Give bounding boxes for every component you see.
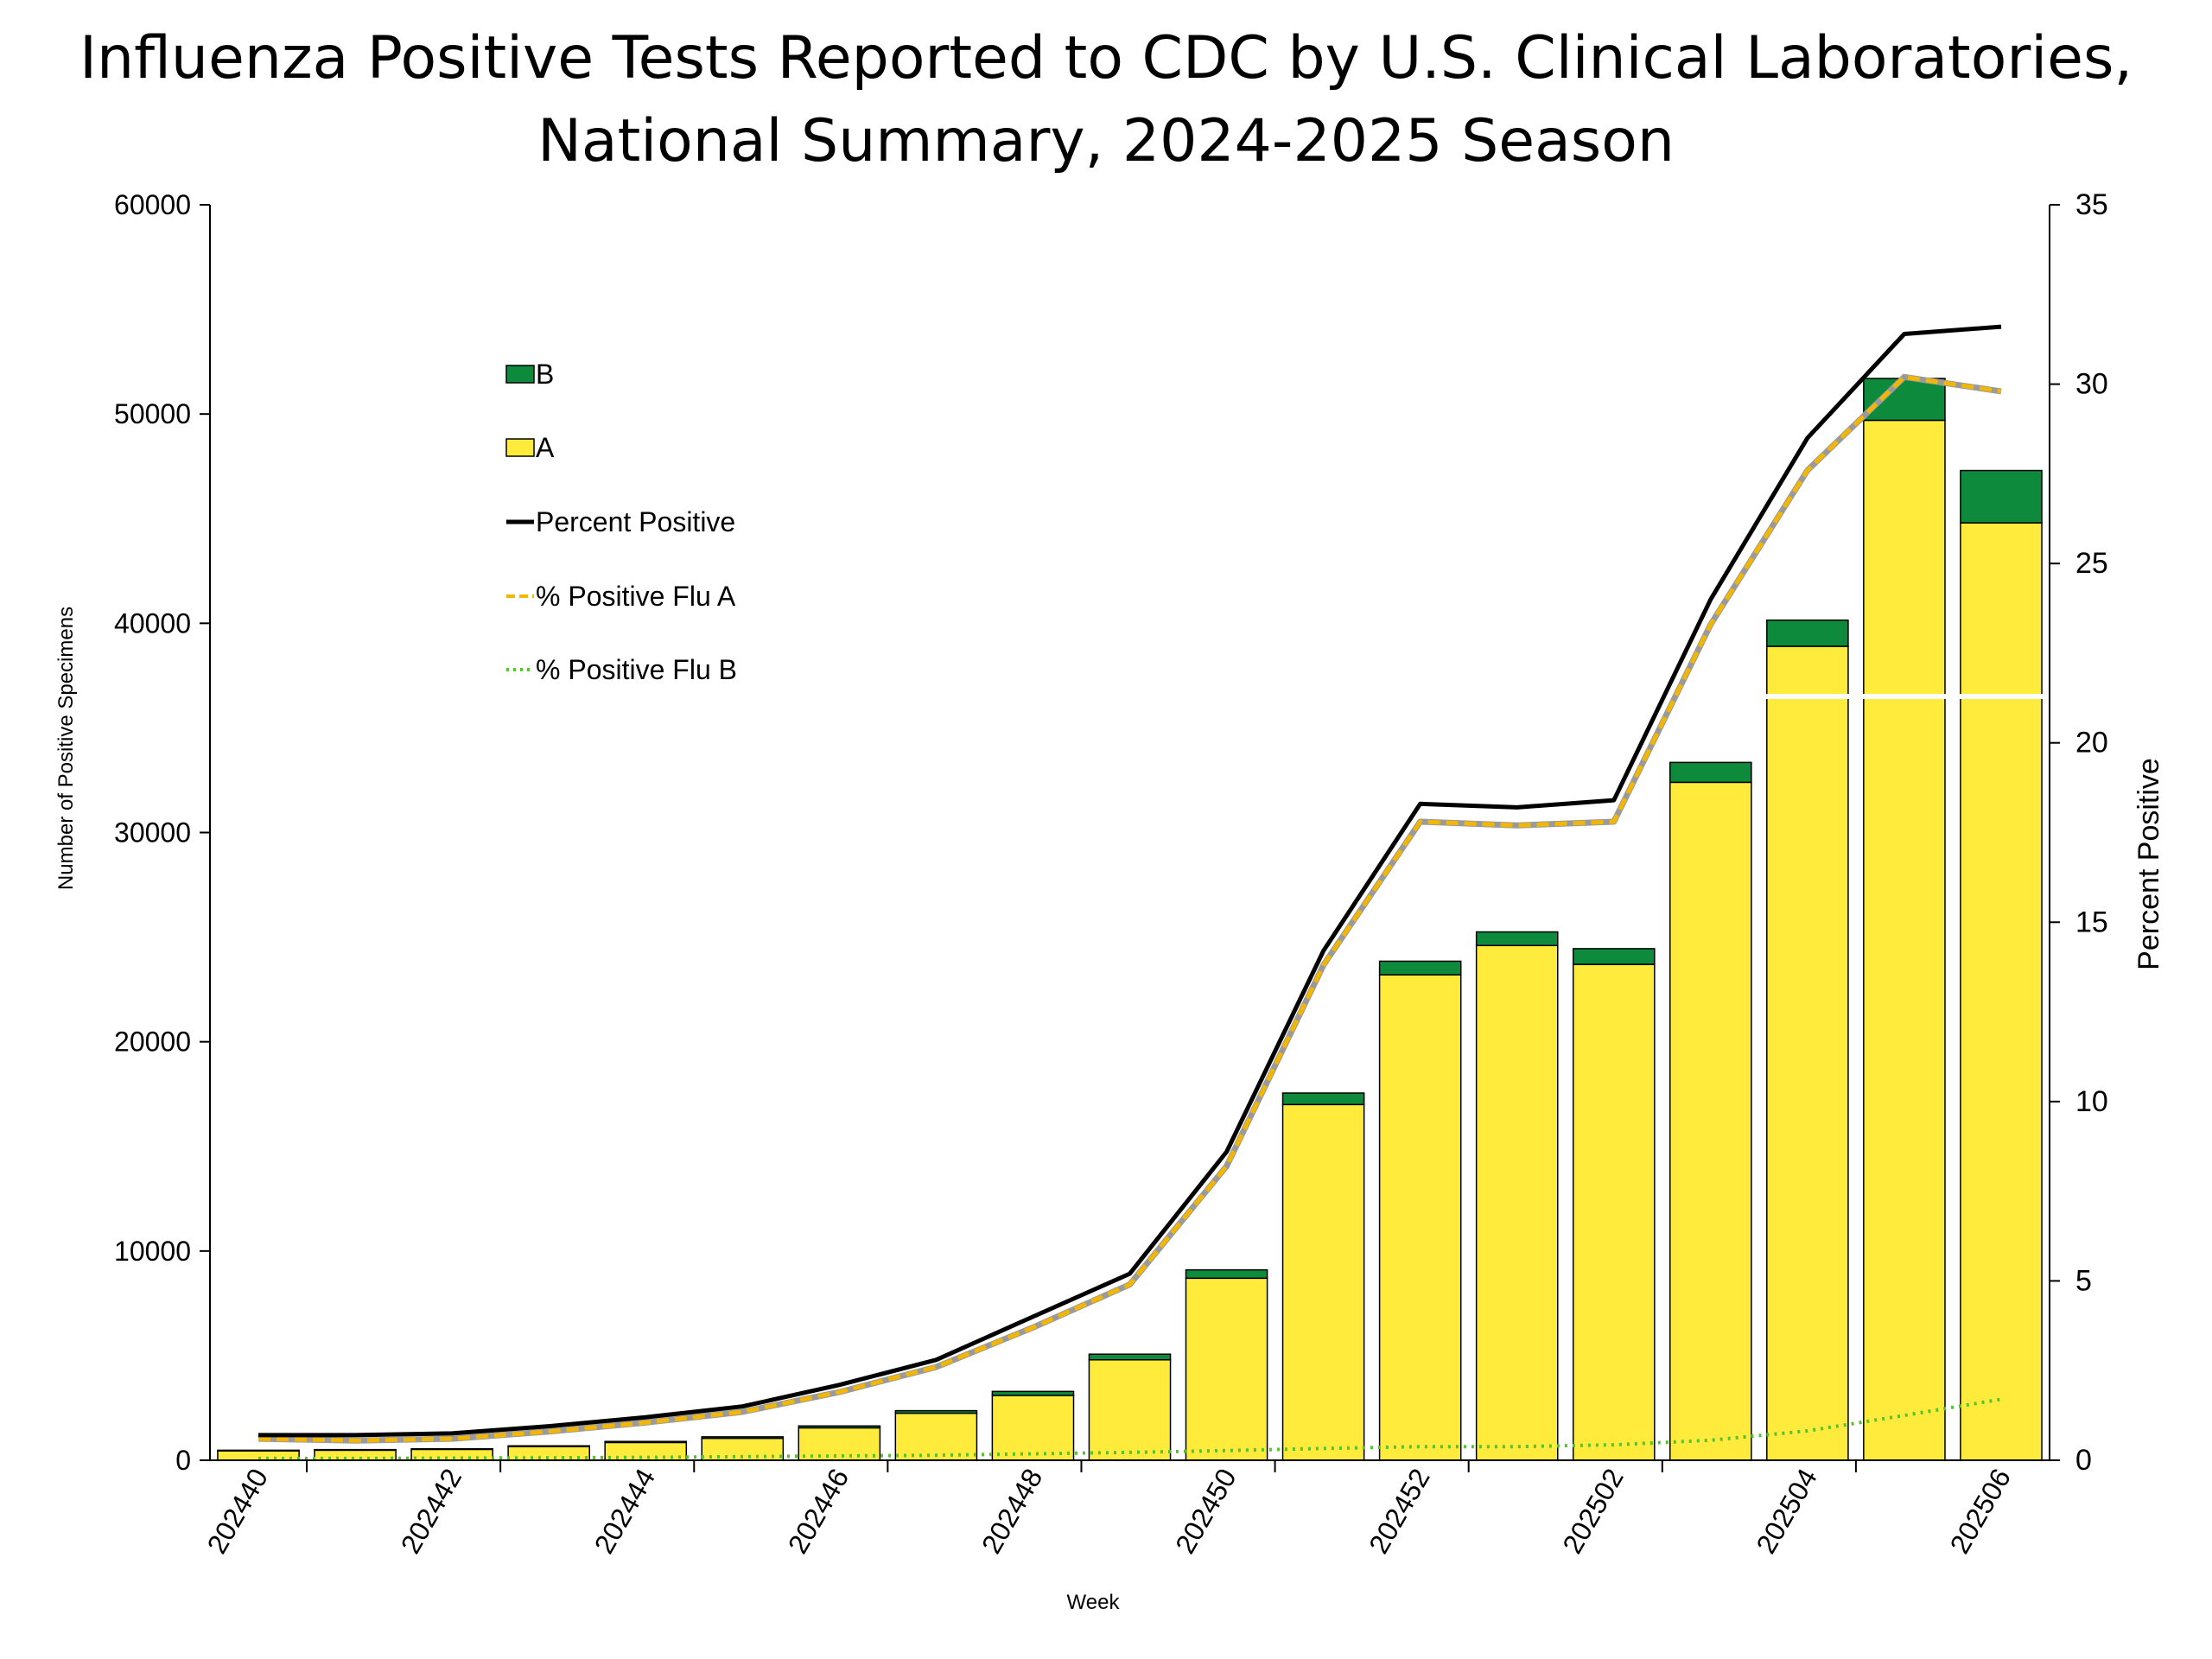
y-right-tick-label-30: 30 — [2075, 368, 2108, 401]
legend: B A Percent Positive % Positive Flu A % … — [505, 359, 737, 685]
line-positive-flu-a — [257, 374, 2002, 1443]
y-left-tick-label-60000: 60000 — [114, 189, 191, 220]
x-tick-label-202444: 202444 — [588, 1464, 662, 1559]
bar-b-202444 — [604, 1440, 688, 1444]
chart-title-line-1: Influenza Positive Tests Reported to CDC… — [79, 24, 2133, 92]
x-tick-label-202450: 202450 — [1169, 1464, 1243, 1559]
y-left-tick-label-10000: 10000 — [114, 1236, 191, 1267]
bar-b-202506 — [1960, 469, 2043, 524]
bar-b-202450 — [1185, 1268, 1268, 1280]
bar-b-202446 — [798, 1425, 881, 1429]
bar-b-202451 — [1281, 1092, 1365, 1106]
bar-a-202504 — [1766, 645, 1849, 1461]
bar-b-202442 — [410, 1447, 493, 1451]
bar-b-202505 — [1863, 378, 1946, 422]
bars-layer — [0, 378, 2212, 1461]
y-right-tick-label-35: 35 — [2075, 188, 2108, 221]
legend-label-b: B — [536, 359, 554, 390]
legend-label-flu-a: % Positive Flu A — [536, 581, 736, 612]
bar-a-202505 — [1863, 419, 1946, 1461]
bar-b-202504 — [1766, 619, 1849, 647]
bar-a-202450 — [1185, 1277, 1268, 1461]
x-axis-label: Week — [1067, 1591, 1121, 1614]
y-right-tick-label-20: 20 — [2075, 727, 2108, 760]
bar-b-202452 — [1378, 960, 1462, 976]
bar-a-202448 — [991, 1395, 1075, 1461]
x-tick-label-202442: 202442 — [395, 1464, 468, 1559]
y-right-tick-label-25: 25 — [2075, 547, 2108, 580]
chart-title-line-2: National Summary, 2024-2025 Season — [537, 107, 1675, 175]
bar-a-202506 — [1960, 522, 2043, 1461]
y-left-tick-label-20000: 20000 — [114, 1027, 191, 1058]
bar-a-202502 — [1572, 963, 1656, 1461]
legend-swatch-a — [505, 438, 535, 457]
bar-a-202501 — [1475, 944, 1559, 1461]
y-axis-left-label: Number of Positive Specimens — [54, 607, 78, 890]
y-axis-right-label: Percent Positive — [2133, 758, 2165, 970]
axis-break — [0, 694, 2212, 699]
chart-title: Influenza Positive Tests Reported to CDC… — [0, 17, 2212, 183]
legend-label-percent-positive: Percent Positive — [536, 506, 735, 537]
y-left-tick-label-0: 0 — [175, 1445, 191, 1476]
bar-b-202440 — [217, 1449, 300, 1452]
bar-b-202449 — [1088, 1353, 1172, 1361]
y-right-tick-label-0: 0 — [2075, 1444, 2092, 1477]
line-percent-positive — [258, 324, 2002, 1438]
y-left-tick-label-50000: 50000 — [114, 398, 191, 429]
bar-b-202445 — [701, 1436, 785, 1440]
legend-label-a: A — [536, 432, 555, 463]
x-tick-label-202448: 202448 — [976, 1464, 1049, 1559]
x-tick-label-202502: 202502 — [1556, 1464, 1630, 1559]
x-tick-label-202440: 202440 — [200, 1464, 274, 1559]
lines-layer — [257, 324, 2002, 1460]
x-tick-label-202506: 202506 — [1943, 1464, 2017, 1559]
x-tick-label-202452: 202452 — [1363, 1464, 1436, 1559]
bar-a-202447 — [894, 1412, 978, 1461]
y-right-tick-label-5: 5 — [2075, 1264, 2092, 1297]
y-right-tick-label-15: 15 — [2075, 906, 2108, 938]
bar-b-202447 — [894, 1409, 978, 1414]
bar-b-202441 — [314, 1448, 397, 1452]
y-right-tick-label-10: 10 — [2075, 1085, 2108, 1118]
bar-a-202503 — [1669, 781, 1752, 1461]
legend-swatch-b — [505, 365, 535, 384]
bar-b-202503 — [1669, 761, 1752, 784]
bar-b-202502 — [1572, 948, 1656, 965]
x-tick-label-202504: 202504 — [1750, 1464, 1823, 1559]
legend-label-flu-b: % Positive Flu B — [536, 654, 737, 685]
bar-a-202449 — [1088, 1359, 1172, 1461]
bar-b-202501 — [1475, 931, 1559, 947]
x-tick-label-202446: 202446 — [782, 1464, 855, 1559]
bar-b-202448 — [991, 1390, 1075, 1396]
y-left-tick-label-30000: 30000 — [114, 817, 191, 849]
line-positive-flu-b — [258, 1397, 2002, 1460]
bar-a-202452 — [1378, 974, 1462, 1461]
bar-a-202451 — [1281, 1103, 1365, 1461]
y-left-tick-label-40000: 40000 — [114, 607, 191, 639]
